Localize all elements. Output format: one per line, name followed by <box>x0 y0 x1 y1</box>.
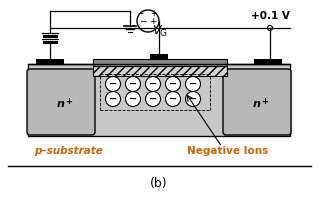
Text: n: n <box>57 99 65 109</box>
Text: −: − <box>129 93 137 103</box>
Bar <box>28 64 290 136</box>
Bar <box>150 54 168 59</box>
Circle shape <box>145 76 160 92</box>
Text: (b): (b) <box>150 177 168 191</box>
Text: +0.1 V: +0.1 V <box>250 11 289 21</box>
Text: −: − <box>109 93 117 103</box>
Circle shape <box>106 92 121 106</box>
Bar <box>93 66 227 76</box>
FancyBboxPatch shape <box>27 69 95 135</box>
Circle shape <box>166 76 181 92</box>
Text: −: − <box>169 79 177 89</box>
Text: n: n <box>253 99 261 109</box>
Text: +: + <box>262 96 269 105</box>
Text: −: − <box>169 93 177 103</box>
Circle shape <box>125 76 140 92</box>
FancyBboxPatch shape <box>223 69 291 135</box>
Circle shape <box>186 76 201 92</box>
Text: +: + <box>149 17 157 26</box>
Bar <box>93 59 227 66</box>
Circle shape <box>186 92 201 106</box>
Text: −: − <box>109 79 117 89</box>
Text: −: − <box>137 10 143 19</box>
Text: −: − <box>149 79 157 89</box>
Circle shape <box>145 92 160 106</box>
Circle shape <box>166 92 181 106</box>
Text: G: G <box>159 30 166 39</box>
Text: +: + <box>150 10 156 19</box>
Text: −: − <box>149 93 157 103</box>
Circle shape <box>137 10 159 32</box>
Text: −: − <box>189 93 197 103</box>
Text: $\mathit{V}$: $\mathit{V}$ <box>152 24 163 38</box>
Circle shape <box>125 92 140 106</box>
Circle shape <box>268 26 272 31</box>
Text: p–substrate: p–substrate <box>33 146 102 156</box>
Text: −: − <box>129 79 137 89</box>
Text: Negative Ions: Negative Ions <box>187 146 269 156</box>
Text: −: − <box>189 79 197 89</box>
Bar <box>36 59 64 64</box>
Text: −: − <box>139 17 147 26</box>
Text: +: + <box>65 96 72 105</box>
Bar <box>254 59 282 64</box>
Circle shape <box>106 76 121 92</box>
